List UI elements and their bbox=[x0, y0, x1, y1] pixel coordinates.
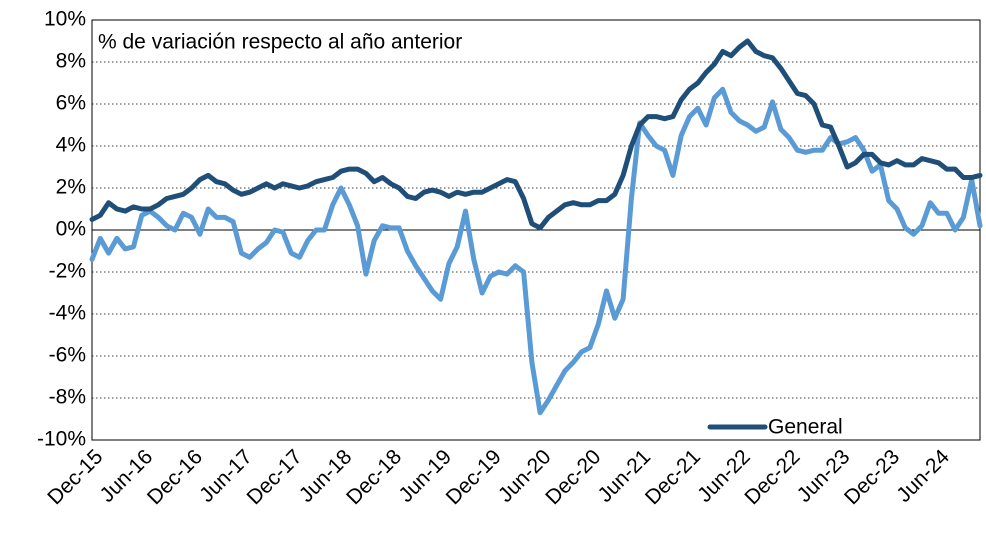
x-tick-label: Dec-15 bbox=[43, 445, 107, 509]
legend-label: General bbox=[768, 416, 843, 439]
x-tick-label: Dec-20 bbox=[541, 445, 605, 509]
y-tick-label: 10% bbox=[44, 8, 86, 31]
y-tick-label: 8% bbox=[56, 50, 86, 73]
x-tick-label: Dec-19 bbox=[442, 445, 506, 509]
annotation: % de variación respecto al año anterior bbox=[98, 31, 462, 54]
x-tick-label: Dec-18 bbox=[342, 445, 406, 509]
y-tick-label: -2% bbox=[49, 260, 86, 283]
x-tick-label: Jun-24 bbox=[892, 445, 954, 507]
y-tick-label: -6% bbox=[49, 344, 86, 367]
y-tick-label: 4% bbox=[56, 134, 86, 157]
y-tick-label: 0% bbox=[56, 218, 86, 241]
x-tick-label: Dec-17 bbox=[242, 445, 306, 509]
x-tick-label: Dec-23 bbox=[840, 445, 904, 509]
x-tick-label: Dec-21 bbox=[641, 445, 705, 509]
y-tick-label: 2% bbox=[56, 176, 86, 199]
series-line bbox=[89, 38, 983, 231]
series-line bbox=[89, 86, 983, 416]
y-tick-label: -8% bbox=[49, 386, 86, 409]
y-tick-label: 6% bbox=[56, 92, 86, 115]
x-tick-label: Dec-22 bbox=[740, 445, 804, 509]
y-tick-label: -10% bbox=[37, 428, 86, 451]
y-tick-label: -4% bbox=[49, 302, 86, 325]
x-tick-label: Dec-16 bbox=[143, 445, 207, 509]
